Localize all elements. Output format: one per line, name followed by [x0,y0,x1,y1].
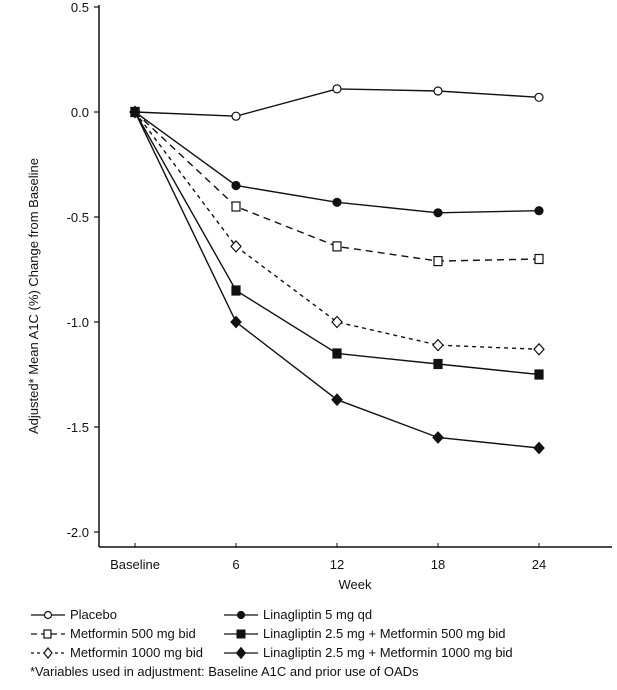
y-tick-label: -1.0 [67,315,89,330]
data-point [332,84,342,94]
x-axis-title: Week [339,577,372,592]
data-point [331,393,343,407]
data-point [432,338,444,352]
series-linagliptin-5-mg-qd [130,107,544,218]
x-tick-label: 6 [232,557,239,572]
data-point [230,240,242,253]
y-tick-label: 0.5 [71,0,89,15]
data-point [231,201,241,212]
data-point [231,111,241,121]
series-placebo [130,84,544,121]
data-point [230,315,242,329]
x-tick-label: 12 [330,557,344,572]
data-point [433,358,443,370]
data-point [433,256,443,267]
series-line [134,111,540,350]
circle-filled-marker-icon [224,610,258,620]
data-point [534,369,544,380]
diamond-filled-marker-icon [224,646,258,660]
x-tick-label: 24 [532,557,546,572]
square-filled-marker-icon [224,629,258,639]
data-point [433,86,443,96]
circle-open-marker-icon [31,610,65,620]
data-point [231,285,241,296]
y-tick-label: -2.0 [67,525,89,540]
legend-label: Placebo [70,607,117,622]
chart: 0.5 0.0 -0.5 -1.0 -1.5 -2.0 Baseline 6 12 18 24 A… [26,0,612,592]
y-axis-title: Adjusted* Mean A1C (%) Change from Basel… [26,158,41,434]
data-point [533,441,545,455]
legend-label: Metformin 500 mg bid [70,626,196,641]
data-point [432,431,444,444]
data-point [534,253,544,265]
series-group [129,84,545,455]
data-point [533,342,545,356]
data-point [332,348,342,359]
legend-label: Linagliptin 2.5 mg + Metformin 500 mg bi… [263,626,506,641]
y-tick-label: -1.5 [67,420,89,435]
y-ticks: 0.5 0.0 -0.5 -1.0 -1.5 -2.0 [67,0,99,540]
data-point [332,197,342,207]
x-tick-label: Baseline [110,557,160,572]
series-linagliptin-2-5-mg-metformin-1000-mg-bid [129,105,545,455]
data-point [231,180,241,191]
legend-label: Metformin 1000 mg bid [70,645,203,660]
diamond-open-marker-icon [31,647,65,659]
data-point [433,208,443,218]
data-point [534,92,544,102]
footnote: *Variables used in adjustment: Baseline … [30,664,419,679]
x-tick-label: 18 [431,557,445,572]
series-line [134,111,540,214]
data-point [534,206,544,216]
square-open-marker-icon [31,629,65,639]
legend-label: Linagliptin 2.5 mg + Metformin 1000 mg b… [263,645,513,660]
data-point [129,105,141,119]
axes [98,5,612,548]
y-tick-label: -0.5 [67,210,89,225]
data-point [331,315,343,329]
x-ticks: Baseline 6 12 18 24 [110,543,546,572]
series-metformin-500-mg-bid [130,106,544,267]
legend-label: Linagliptin 5 mg qd [263,607,373,622]
data-point [332,241,342,252]
y-tick-label: 0.0 [71,105,89,120]
